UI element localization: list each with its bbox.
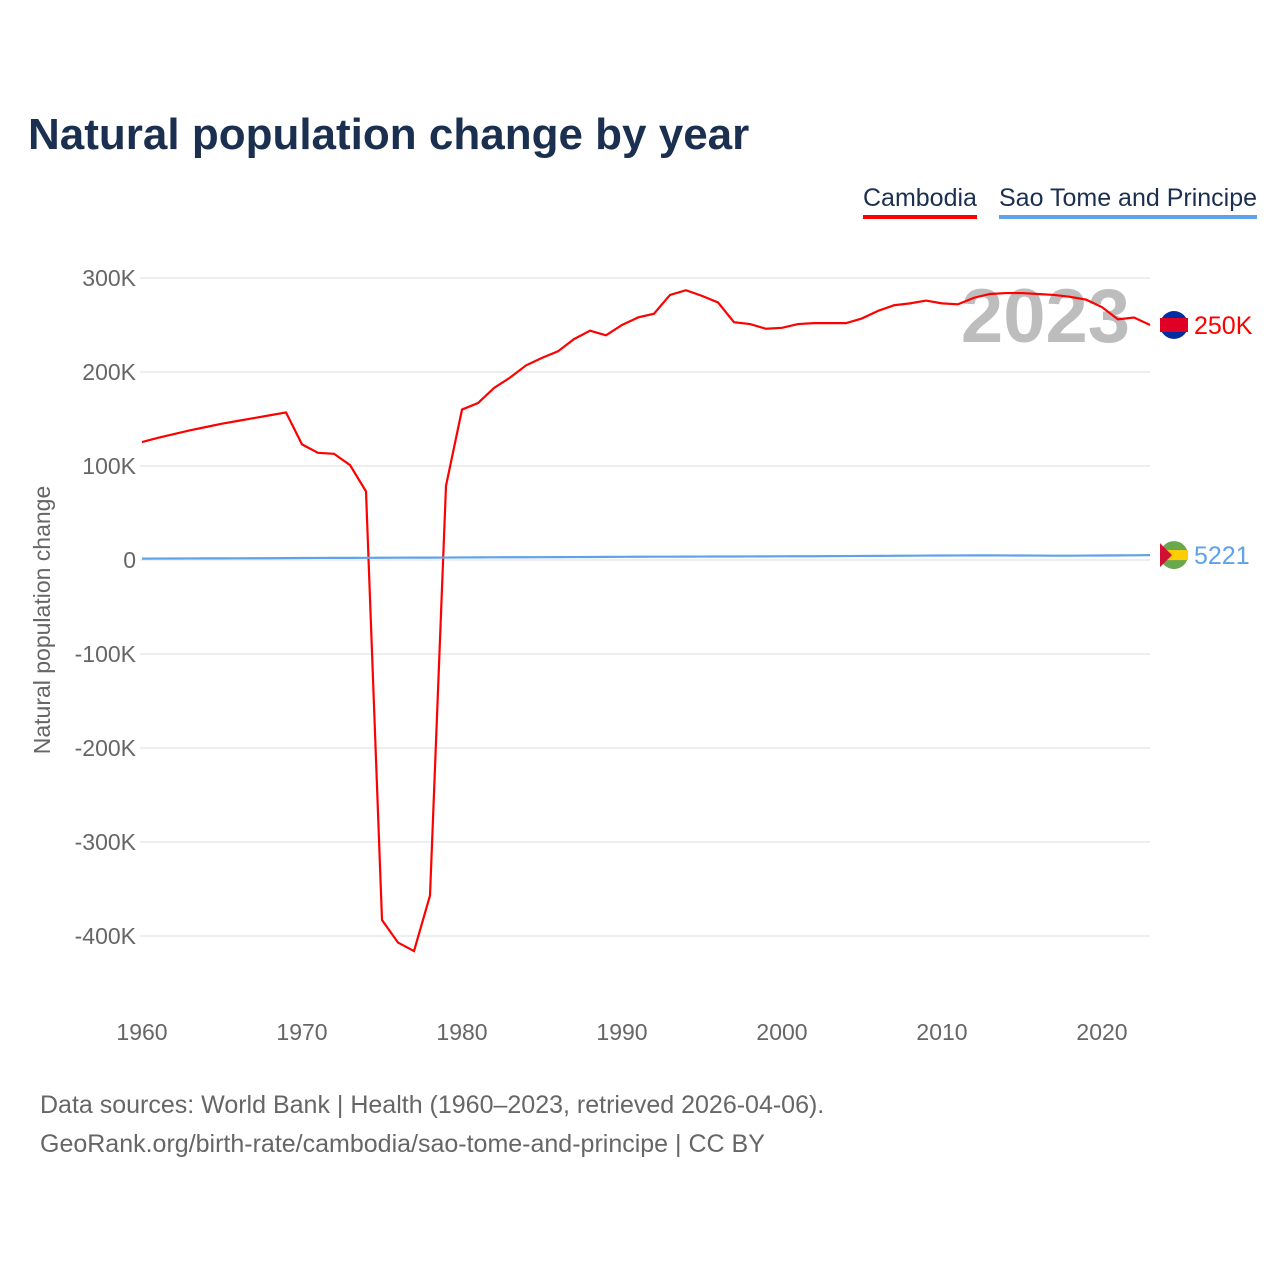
series-line-cambodia	[141, 289, 1151, 953]
end-value-label: 250K	[1194, 312, 1253, 340]
year-watermark: 2023	[961, 274, 1130, 359]
y-tick-label: -300K	[75, 829, 137, 855]
footer-source: Data sources: World Bank | Health (1960–…	[40, 1091, 825, 1119]
x-tick-label: 2020	[1076, 1019, 1127, 1045]
y-tick-label: -400K	[75, 923, 137, 949]
y-tick-label: 0	[123, 547, 136, 573]
x-tick-label: 1990	[596, 1019, 647, 1045]
x-tick-label: 1970	[276, 1019, 327, 1045]
flag-stripe	[1160, 318, 1188, 332]
end-value-label: 5221	[1194, 542, 1250, 570]
series-line-sao-tome	[141, 553, 1151, 560]
x-tick-label: 1960	[116, 1019, 167, 1045]
x-tick-label: 2010	[916, 1019, 967, 1045]
footer-link[interactable]: GeoRank.org/birth-rate/cambodia/sao-tome…	[40, 1130, 765, 1158]
x-tick-label: 1980	[436, 1019, 487, 1045]
y-tick-label: -200K	[75, 735, 137, 761]
y-tick-label: 300K	[82, 265, 136, 291]
y-axis-label: Natural population change	[29, 486, 55, 755]
legend-item-cambodia[interactable]: Cambodia	[863, 184, 977, 219]
y-tick-label: -100K	[75, 641, 137, 667]
chart-title: Natural population change by year	[28, 110, 750, 159]
legend-item-sao-tome[interactable]: Sao Tome and Principe	[999, 184, 1258, 219]
flag-triangle	[1160, 543, 1172, 568]
flag-stripe	[1160, 550, 1188, 561]
footer: Data sources: World Bank | Health (1960–…	[40, 1086, 824, 1164]
y-tick-label: 100K	[82, 453, 136, 479]
x-tick-label: 2000	[756, 1019, 807, 1045]
y-tick-label: 200K	[82, 359, 136, 385]
